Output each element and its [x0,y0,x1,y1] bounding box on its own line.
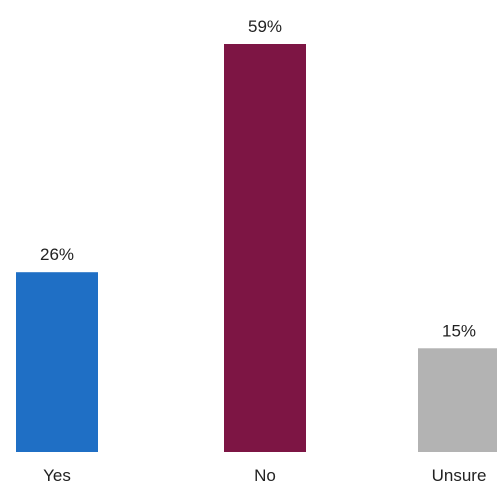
bars-group [16,44,497,452]
bar-unsure [418,348,497,452]
category-label-no: No [254,466,276,485]
value-label-yes: 26% [40,245,74,264]
category-label-unsure: Unsure [432,466,487,485]
category-labels-group: Yes No Unsure [43,466,486,485]
bar-yes [16,272,98,452]
bar-no [224,44,306,452]
value-labels-group: 26% 59% 15% [40,17,476,340]
value-label-unsure: 15% [442,321,476,340]
value-label-no: 59% [248,17,282,36]
category-label-yes: Yes [43,466,71,485]
